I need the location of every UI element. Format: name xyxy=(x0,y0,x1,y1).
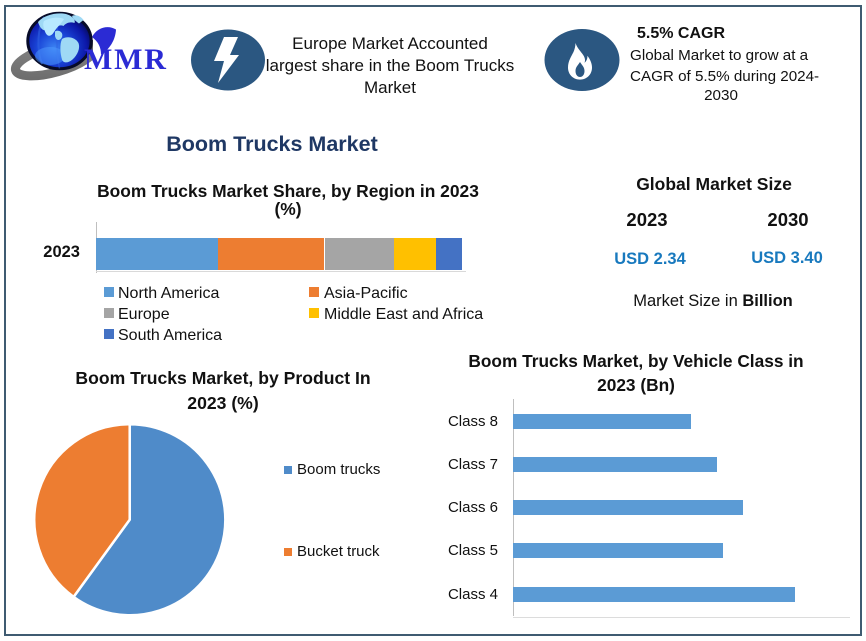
svg-text:MMR: MMR xyxy=(84,43,168,76)
